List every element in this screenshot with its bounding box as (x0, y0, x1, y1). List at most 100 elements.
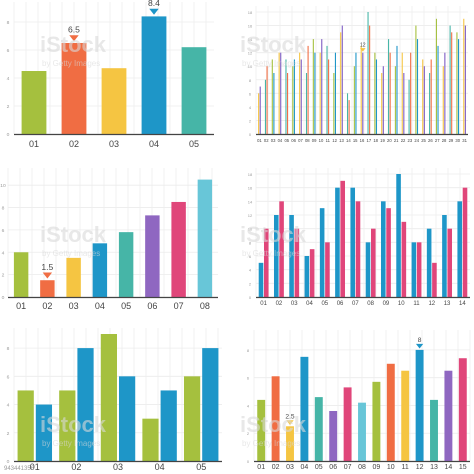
x-tick-label: 05 (121, 301, 131, 311)
bar (396, 174, 401, 297)
bar (382, 66, 384, 134)
y-tick-label: 4 (2, 250, 5, 256)
chart-panel-middle-right: 0 2 4 6 8 10 12 14 16 18 01 02 03 04 05 06 07 08 09 10 11 12 1… (240, 160, 474, 318)
bar (285, 59, 287, 134)
y-tick-label: 4 (7, 76, 10, 82)
x-tick-label: 02 (42, 301, 52, 311)
bar (416, 39, 419, 134)
x-tick-label: 09 (373, 464, 381, 471)
x-tick-label: 22 (401, 138, 406, 143)
bar (321, 39, 323, 134)
y-tick-label: 18 (248, 10, 253, 15)
x-tick-label: 05 (315, 464, 323, 471)
bar (119, 376, 136, 461)
bar (365, 242, 371, 297)
x-tick-label: 11 (326, 138, 331, 143)
x-tick-label: 17 (367, 138, 372, 143)
bar (456, 32, 458, 135)
bar (340, 32, 342, 135)
x-tick-label: 06 (147, 301, 157, 311)
x-tick-label: 10 (319, 138, 324, 143)
x-tick-label: 04 (155, 462, 165, 472)
x-tick-label: 13 (444, 301, 451, 307)
bar (333, 73, 335, 134)
bar (369, 25, 371, 134)
bar (386, 363, 395, 461)
x-tick-label: 21 (394, 138, 399, 143)
y-tick-label: 8 (2, 206, 5, 212)
x-tick-label: 30 (455, 138, 460, 143)
x-tick-label: 12 (416, 464, 424, 471)
x-tick-label: 05 (189, 139, 199, 149)
bar (66, 257, 81, 297)
bar (442, 215, 447, 297)
bar (416, 242, 422, 297)
bar (401, 52, 403, 134)
y-tick-label: 2 (2, 273, 5, 279)
bar (444, 52, 446, 134)
bar (457, 39, 460, 134)
x-tick-label: 06 (337, 301, 344, 307)
bar (259, 86, 261, 134)
x-tick-label: 15 (353, 138, 358, 143)
y-tick-label: 6 (7, 48, 10, 54)
bar (142, 418, 159, 461)
bar (293, 59, 295, 134)
x-tick-label: 04 (95, 301, 105, 311)
x-tick-label: 08 (358, 464, 366, 471)
y-tick-label: 12 (248, 213, 253, 218)
bar (410, 52, 412, 134)
x-tick-label: 14 (459, 301, 466, 307)
y-tick-label: 8 (247, 348, 250, 353)
bar (374, 52, 376, 134)
x-tick-label: 10 (387, 464, 395, 471)
data-label: 6.5 (68, 25, 80, 35)
bar (353, 66, 355, 134)
bar (305, 73, 308, 134)
x-tick-label: 06 (329, 464, 337, 471)
y-tick-label: 0 (249, 295, 252, 300)
x-tick-label: 06 (291, 138, 296, 143)
y-tick-label: 2 (249, 118, 252, 123)
y-tick-label: 10 (0, 183, 6, 189)
value-marker-triangle (415, 343, 424, 349)
y-tick-label: 16 (248, 186, 253, 191)
bar (389, 52, 391, 134)
bar (396, 45, 398, 135)
bar (422, 59, 424, 134)
bar (401, 221, 407, 297)
x-tick-label: 03 (286, 464, 294, 471)
data-label: 8.4 (148, 0, 160, 8)
bar (430, 59, 432, 134)
y-tick-label: 4 (249, 105, 252, 110)
x-tick-label: 04 (278, 138, 283, 143)
bar (292, 66, 294, 134)
y-tick-label: 6 (249, 91, 252, 96)
bar (442, 66, 444, 134)
bar (77, 348, 94, 461)
x-tick-label: 07 (174, 301, 184, 311)
x-tick-label: 07 (298, 138, 303, 143)
bar (381, 73, 383, 134)
x-tick-label: 02 (276, 301, 283, 307)
bar (258, 93, 260, 134)
bar (289, 215, 294, 297)
bar (355, 52, 357, 134)
data-label: 2.5 (285, 413, 295, 420)
bar (408, 79, 410, 134)
bar (257, 399, 266, 461)
bar (271, 59, 273, 134)
x-tick-label: 05 (284, 138, 289, 143)
x-tick-label: 13 (430, 464, 438, 471)
x-tick-label: 09 (312, 138, 317, 143)
y-tick-label: 18 (248, 172, 253, 177)
x-tick-label: 08 (305, 138, 310, 143)
x-tick-label: 04 (149, 139, 159, 149)
bar (181, 47, 207, 135)
bars (258, 12, 466, 135)
y-tick-label: 2 (249, 281, 252, 286)
bar (432, 262, 437, 297)
